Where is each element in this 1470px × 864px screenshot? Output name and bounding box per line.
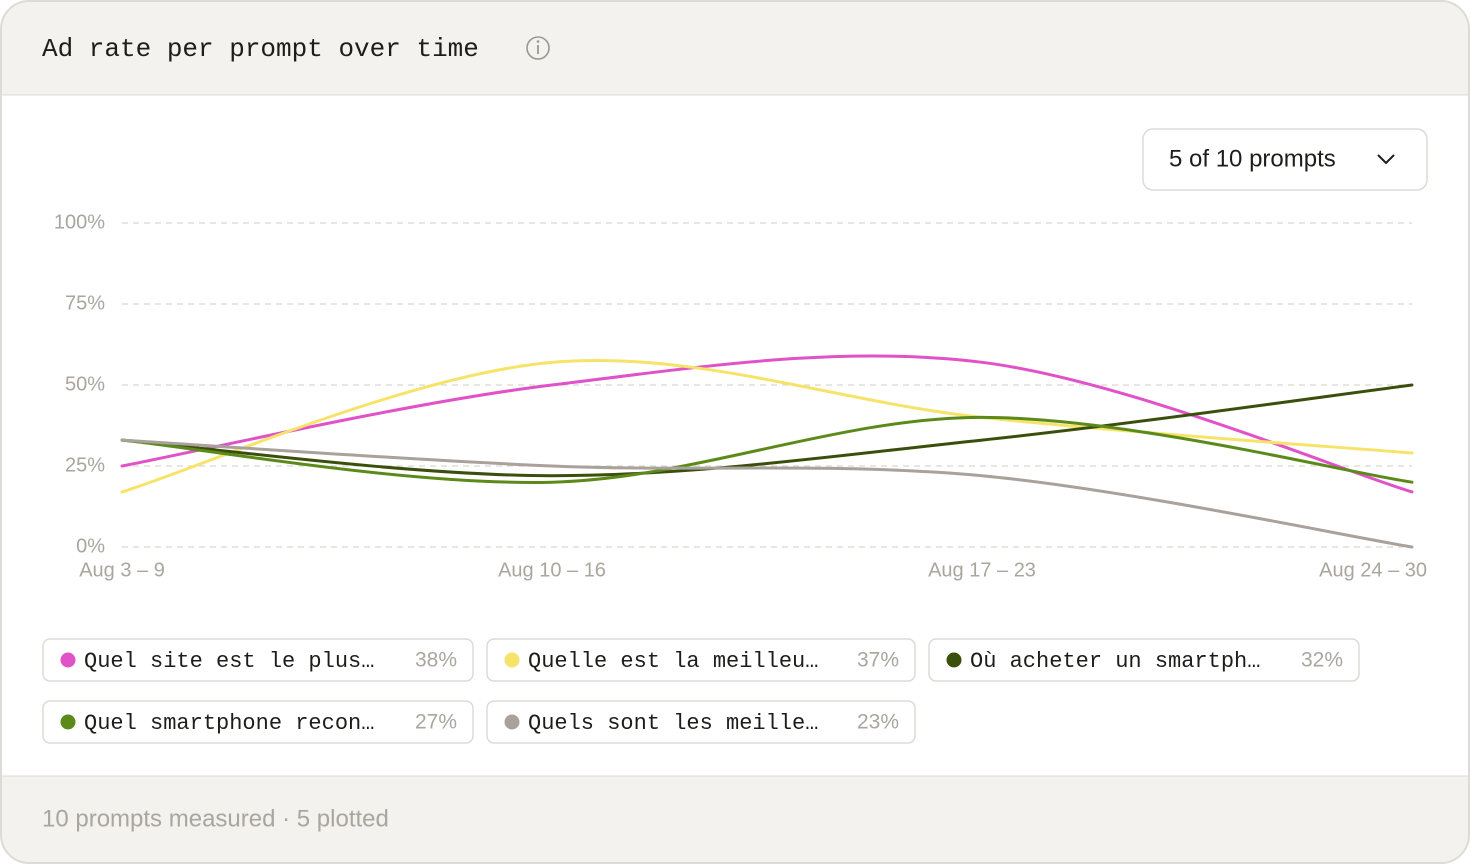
series-line [120,415,1414,484]
legend-chip-bg [928,638,1360,682]
legend-swatch [504,652,520,668]
legend-value: 32% [1301,649,1343,672]
card-header [1,1,1469,95]
prompt-dropdown[interactable]: 5 of 10 prompts [1142,128,1428,191]
legend-value: 27% [415,711,457,734]
legend-label: Quel smartphone recon… [84,711,374,736]
series-line [120,358,1414,494]
legend-chip[interactable]: Quel smartphone recon… 27% [42,700,474,744]
legend-swatch [504,714,520,730]
y-tick-label: 0% [76,535,105,557]
y-tick-label: 75% [65,292,105,314]
legend-chip[interactable]: Quel site est le plus… 38% [42,638,474,682]
legend-label: Quels sont les meille… [528,711,818,736]
y-tick-label: 50% [65,373,105,395]
series-line [120,438,1414,549]
legend-chip-bg [486,700,916,744]
legend-swatch [60,652,76,668]
legend-chip-bg [42,700,474,744]
legend-chip[interactable]: Où acheter un smartph… 32% [928,638,1360,682]
legend-chip[interactable]: Quels sont les meille… 23% [486,700,916,744]
legend-label: Quelle est la meilleu… [528,649,818,674]
footer-text: 10 prompts measured · 5 plotted [42,805,389,832]
legend-swatch [60,714,76,730]
legend-chip-bg [486,638,916,682]
series-line [120,354,1414,494]
legend-chip-bg [42,638,474,682]
y-tick-label: 100% [54,211,105,233]
x-tick-label: Aug 24 – 30 [1319,559,1427,581]
x-tick-label: Aug 17 – 23 [928,559,1036,581]
info-icon[interactable] [526,36,550,60]
x-tick-label: Aug 10 – 16 [498,559,606,581]
legend-chip[interactable]: Quelle est la meilleu… 37% [486,638,916,682]
dropdown-label: 5 of 10 prompts [1169,145,1336,172]
legend-label: Où acheter un smartph… [970,649,1260,674]
series-line [120,383,1414,478]
legend-label: Quel site est le plus… [84,649,374,674]
y-tick-label: 25% [65,454,105,476]
chart-title: Ad rate per prompt over time [42,34,479,64]
legend-value: 37% [857,649,899,672]
legend-value: 23% [857,711,899,734]
card-footer [1,776,1469,863]
legend-swatch [946,652,962,668]
x-tick-label: Aug 3 – 9 [79,559,165,581]
legend-value: 38% [415,649,457,672]
